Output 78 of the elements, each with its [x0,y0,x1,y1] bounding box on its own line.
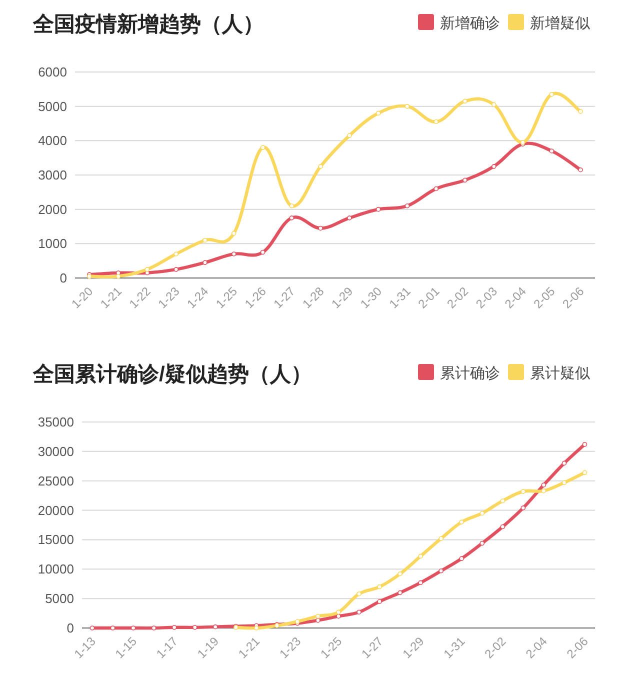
point [336,614,341,619]
point [144,267,150,272]
point [254,626,259,630]
y-tick-label: 6000 [38,64,67,80]
point [231,230,236,236]
point [316,614,320,619]
point [174,267,179,272]
point [562,480,567,486]
legend-label: 新增确诊 [440,15,500,32]
point [376,110,381,116]
point [520,489,526,494]
legend-label: 累计确诊 [440,365,500,382]
point [347,133,352,138]
point [404,204,410,208]
point [438,568,444,574]
y-tick-label: 15000 [38,532,74,548]
point [174,252,179,256]
point [90,626,95,630]
point [418,554,423,559]
point [316,618,320,623]
y-tick-label: 35000 [38,414,74,430]
point [459,520,464,524]
y-tick-label: 25000 [38,473,74,488]
point [202,238,208,243]
point [418,580,423,586]
y-tick-label: 5000 [38,98,67,114]
point [582,470,588,476]
point [578,167,583,172]
point [549,148,554,154]
point [562,460,567,466]
point [500,498,506,504]
point [377,599,382,604]
point [459,556,464,561]
point [260,145,266,150]
y-tick-label: 3000 [38,168,67,182]
point [491,102,496,108]
point [377,584,382,590]
y-tick-label: 0 [60,270,67,286]
point [480,510,485,516]
point [462,178,468,183]
point [491,164,496,169]
legend-label: 累计疑似 [530,365,590,382]
y-tick-label: 2000 [38,202,67,217]
y-tick-label: 30000 [38,444,74,459]
y-tick-label: 5000 [45,591,74,606]
chart-title: 全国疫情新增趋势（人） [32,12,264,36]
y-tick-label: 20000 [38,502,74,518]
point [336,610,341,615]
point [260,250,266,255]
point [398,571,402,576]
point [202,260,208,265]
point [289,216,294,220]
y-tick-label: 1000 [38,236,67,252]
point [582,442,588,447]
point [404,104,410,109]
point [356,610,362,615]
point [462,98,468,104]
point [376,206,381,212]
point [347,216,352,220]
legend-label: 新增疑似 [530,15,590,32]
point [541,488,546,494]
point [438,536,444,541]
point [318,226,323,231]
y-tick-label: 10000 [38,562,74,577]
y-tick-label: 0 [66,620,74,636]
point [520,506,526,510]
point [541,482,546,488]
y-tick-label: 4000 [38,133,67,148]
point [480,540,485,546]
point [578,109,583,114]
point [398,590,402,596]
chart-title: 全国累计确诊/疑似趋势（人） [32,363,312,386]
point [500,524,506,530]
point [356,591,362,596]
point [549,92,554,97]
point [318,164,323,169]
point [231,252,236,256]
point [434,186,439,192]
